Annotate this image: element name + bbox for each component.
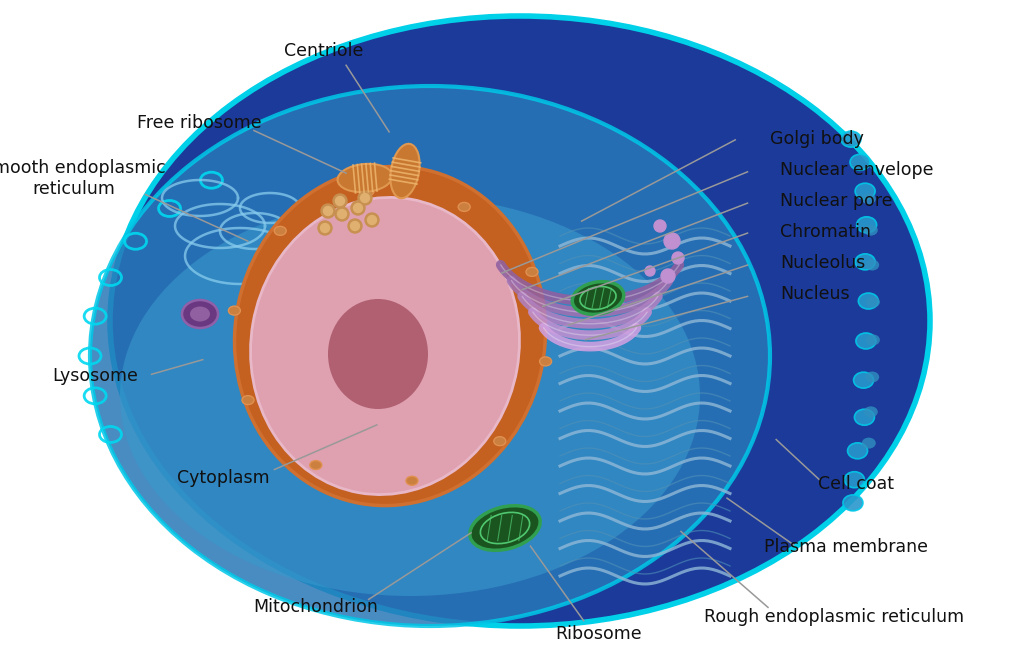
Circle shape — [365, 213, 379, 227]
Ellipse shape — [854, 254, 874, 270]
Ellipse shape — [853, 409, 873, 425]
Ellipse shape — [190, 306, 210, 322]
Ellipse shape — [864, 406, 878, 418]
Ellipse shape — [338, 164, 392, 192]
Text: Golgi body: Golgi body — [770, 129, 864, 148]
Ellipse shape — [864, 224, 878, 236]
Circle shape — [336, 196, 344, 206]
Text: Cytoplasm: Cytoplasm — [177, 469, 269, 488]
Text: Nuclear pore: Nuclear pore — [780, 192, 893, 210]
Ellipse shape — [362, 186, 374, 196]
Ellipse shape — [850, 443, 869, 459]
Ellipse shape — [242, 396, 254, 404]
Ellipse shape — [853, 372, 872, 388]
Circle shape — [321, 224, 330, 232]
Circle shape — [654, 220, 666, 232]
Circle shape — [672, 252, 684, 264]
Ellipse shape — [390, 144, 420, 198]
Text: Centriole: Centriole — [284, 41, 364, 60]
Ellipse shape — [310, 461, 322, 470]
Ellipse shape — [274, 226, 287, 235]
Ellipse shape — [494, 437, 506, 446]
Ellipse shape — [234, 166, 546, 505]
Circle shape — [338, 210, 346, 218]
Ellipse shape — [865, 372, 880, 382]
Ellipse shape — [572, 282, 624, 314]
Ellipse shape — [844, 495, 864, 511]
Circle shape — [348, 219, 362, 233]
Text: Cell coat: Cell coat — [818, 474, 894, 493]
Ellipse shape — [251, 197, 519, 495]
Ellipse shape — [110, 16, 930, 626]
Ellipse shape — [90, 86, 770, 626]
Ellipse shape — [228, 306, 241, 315]
Ellipse shape — [328, 299, 428, 409]
Circle shape — [358, 191, 372, 205]
Ellipse shape — [862, 193, 876, 204]
Ellipse shape — [406, 476, 418, 486]
Ellipse shape — [846, 155, 866, 170]
Ellipse shape — [470, 505, 541, 550]
Ellipse shape — [842, 131, 861, 147]
Circle shape — [351, 201, 365, 215]
Text: Rough endoplasmic reticulum: Rough endoplasmic reticulum — [705, 608, 965, 627]
Text: Nuclear envelope: Nuclear envelope — [780, 161, 934, 179]
Ellipse shape — [182, 300, 218, 328]
Text: Free ribosome: Free ribosome — [137, 114, 262, 133]
Ellipse shape — [849, 472, 868, 488]
Circle shape — [324, 206, 333, 216]
Text: Chromatin: Chromatin — [780, 222, 871, 241]
Text: Lysosome: Lysosome — [52, 367, 138, 386]
Ellipse shape — [858, 333, 878, 349]
Circle shape — [368, 216, 377, 224]
Ellipse shape — [862, 438, 876, 449]
Ellipse shape — [856, 293, 877, 309]
Circle shape — [335, 207, 349, 221]
Circle shape — [350, 222, 359, 230]
Ellipse shape — [857, 216, 877, 233]
Ellipse shape — [866, 296, 880, 308]
Circle shape — [318, 221, 332, 235]
Text: Nucleus: Nucleus — [780, 285, 850, 304]
Circle shape — [662, 269, 675, 283]
Ellipse shape — [855, 183, 876, 199]
Ellipse shape — [120, 196, 700, 596]
Circle shape — [645, 266, 655, 276]
Text: Mitochondrion: Mitochondrion — [253, 598, 378, 617]
Circle shape — [664, 233, 680, 249]
Ellipse shape — [865, 260, 880, 270]
Ellipse shape — [526, 268, 538, 276]
Circle shape — [321, 204, 335, 218]
Circle shape — [333, 194, 347, 208]
Text: Ribosome: Ribosome — [556, 625, 642, 643]
Text: Smooth endoplasmic
reticulum: Smooth endoplasmic reticulum — [0, 159, 166, 198]
Ellipse shape — [458, 202, 470, 211]
Text: Plasma membrane: Plasma membrane — [764, 538, 928, 557]
Circle shape — [360, 194, 370, 202]
Text: Nucleolus: Nucleolus — [780, 254, 865, 272]
Ellipse shape — [540, 357, 552, 366]
Circle shape — [353, 204, 362, 212]
Ellipse shape — [866, 334, 880, 346]
